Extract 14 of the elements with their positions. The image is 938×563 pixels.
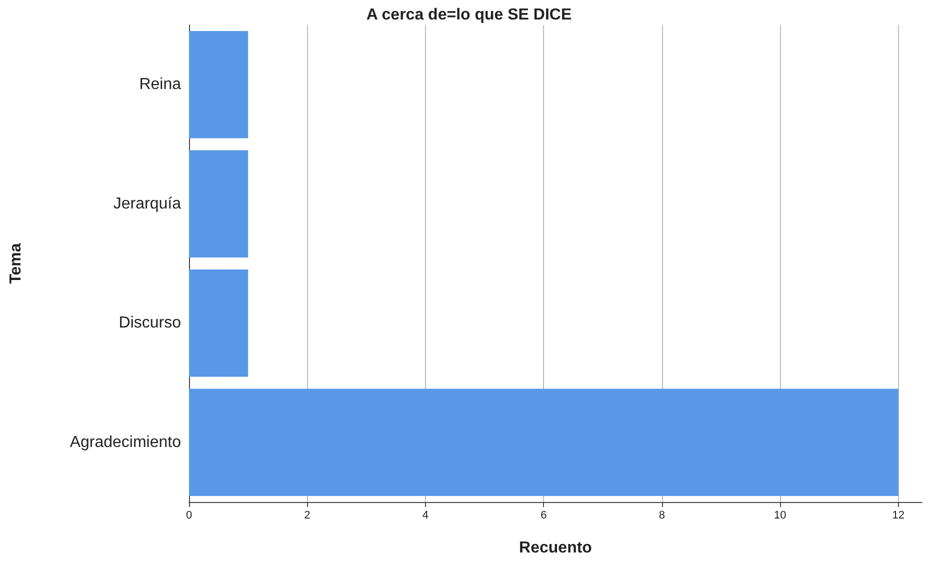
y-tick-label: Reina — [139, 76, 182, 94]
x-tick-label: 2 — [304, 510, 310, 522]
x-tick-label: 12 — [892, 510, 904, 522]
x-tick-label: 8 — [658, 510, 665, 522]
y-tick-label: Agradecimiento — [70, 434, 182, 451]
x-axis-title: Recuento — [519, 540, 592, 556]
y-axis-title: Tema — [8, 243, 24, 284]
y-tick-label: Discurso — [118, 314, 182, 332]
chart-title: A cerca de=lo que SE DICE — [366, 6, 572, 24]
x-tick-label: 4 — [422, 510, 429, 522]
x-tick-label: 0 — [186, 510, 192, 522]
x-tick-label: 10 — [774, 510, 786, 522]
y-tick-label: Jerarquía — [113, 195, 182, 212]
x-tick-label: 6 — [540, 510, 547, 522]
